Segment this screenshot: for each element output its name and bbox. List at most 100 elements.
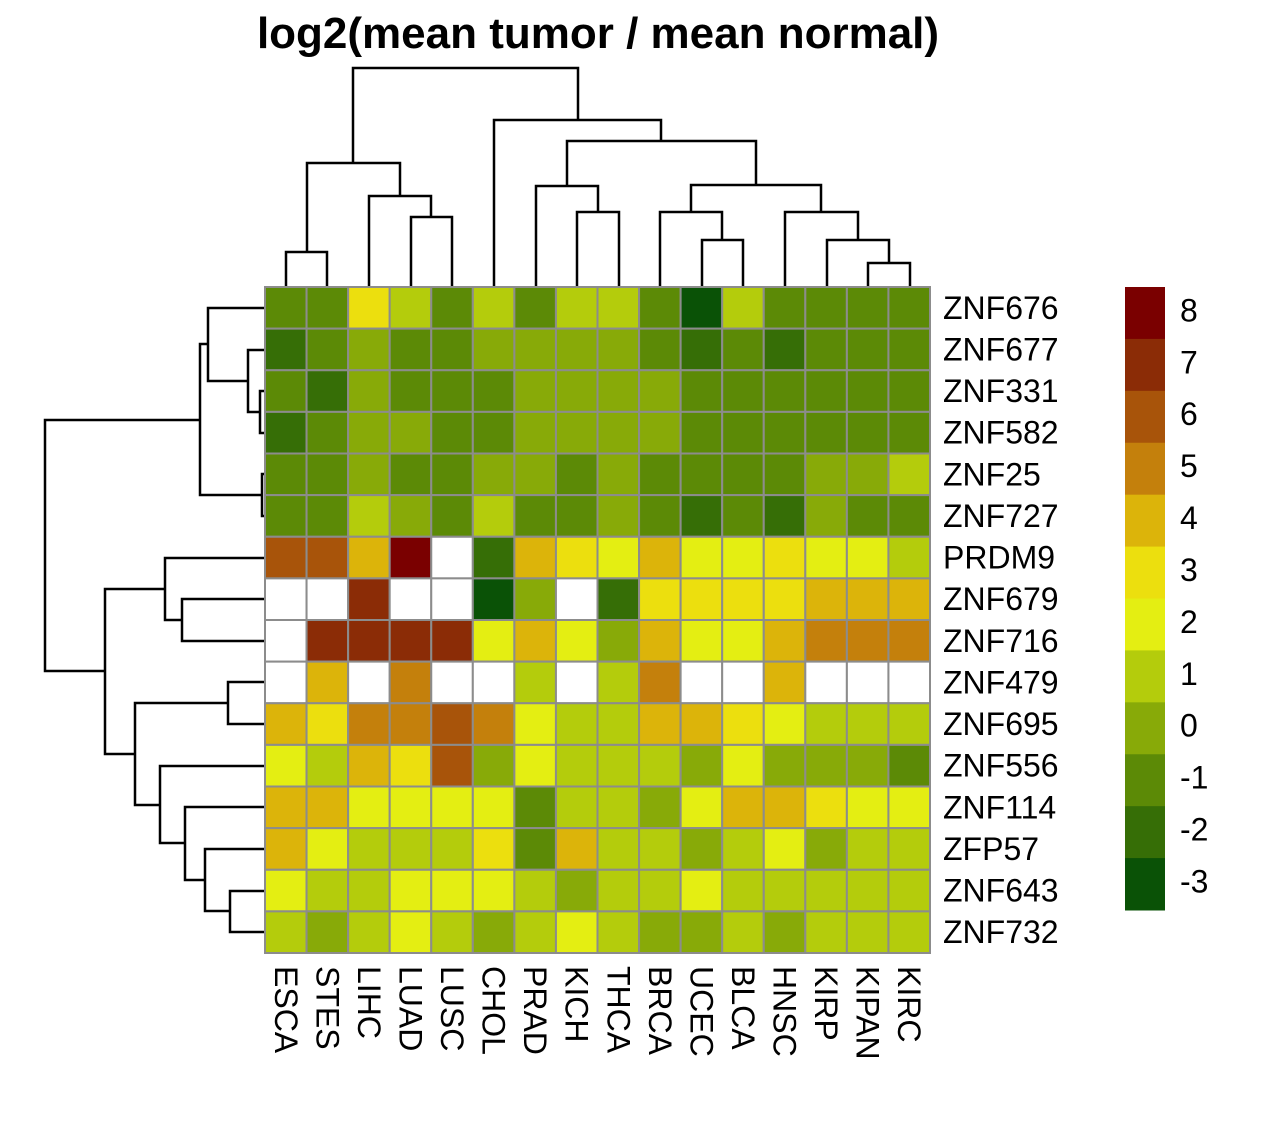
column-label: CHOL [476, 966, 512, 1055]
heat-cell [887, 785, 931, 830]
heat-cell [305, 660, 350, 705]
heat-cell [679, 369, 724, 413]
heat-cell [264, 535, 308, 580]
heat-cell [638, 410, 682, 455]
heat-cell [513, 702, 557, 746]
heat-cell [721, 327, 765, 372]
heat-cell [762, 868, 807, 913]
heat-cell [596, 827, 641, 871]
heat-cell [264, 660, 308, 705]
row-dendrogram-branch [133, 701, 228, 807]
heat-cell [679, 452, 724, 497]
heat-cell [430, 619, 474, 663]
heat-cell [264, 702, 308, 746]
heat-cell [596, 660, 641, 705]
column-dendrogram-branch [565, 139, 758, 186]
heat-cell [804, 327, 848, 372]
heat-cell [845, 577, 890, 621]
heat-cell [305, 785, 350, 830]
heat-cell [721, 452, 765, 497]
column-label: BRCA [642, 966, 678, 1056]
heat-cell [513, 577, 557, 621]
heat-cell [430, 702, 474, 746]
column-label: STES [309, 966, 345, 1050]
heat-cell [679, 286, 724, 330]
heat-cell [887, 910, 931, 954]
heat-cell [762, 910, 807, 954]
heat-cell [762, 494, 807, 538]
heat-cell [721, 660, 765, 705]
legend-label: 7 [1180, 344, 1198, 380]
heat-cell [347, 410, 391, 455]
heat-cell [596, 785, 641, 830]
heat-cell [430, 494, 474, 538]
heat-cell [596, 702, 641, 746]
heat-cell [638, 910, 682, 954]
legend-swatch [1125, 287, 1165, 340]
legend-label: 8 [1180, 292, 1198, 328]
heat-cell [513, 868, 557, 913]
heat-cell [845, 827, 890, 871]
heat-cell [887, 660, 931, 705]
heat-cell [887, 619, 931, 663]
heat-cell [305, 577, 350, 621]
heat-cell [679, 785, 724, 830]
column-label: PRAD [517, 966, 553, 1055]
heat-cell [638, 785, 682, 830]
heat-cell [471, 702, 516, 746]
heat-cell [554, 785, 599, 830]
column-dendrogram-branch [409, 215, 454, 287]
heat-cell [554, 619, 599, 663]
row-label: ZNF331 [943, 373, 1059, 409]
heat-cell [762, 452, 807, 497]
heat-cell [430, 577, 474, 621]
heat-cell [388, 619, 433, 663]
legend-label: 4 [1180, 500, 1198, 536]
column-dendrogram-branch [700, 238, 745, 287]
dendrogram [43, 66, 912, 934]
heat-cell [721, 577, 765, 621]
heat-cell [471, 619, 516, 663]
heat-cell [804, 452, 848, 497]
heat-cell [721, 743, 765, 788]
column-label: KIRP [808, 966, 844, 1041]
heat-cell [513, 910, 557, 954]
heat-cell [471, 577, 516, 621]
heat-cell [845, 535, 890, 580]
heat-cell [679, 619, 724, 663]
heat-cell [554, 410, 599, 455]
heat-cell [679, 743, 724, 788]
heat-cell [679, 827, 724, 871]
heat-cell [430, 827, 474, 871]
heat-cell [845, 910, 890, 954]
column-dendrogram-branch [305, 161, 402, 252]
row-label: ZNF114 [943, 789, 1056, 825]
row-label: ZNF556 [943, 748, 1059, 784]
heat-cell [264, 910, 308, 954]
heat-cell [804, 827, 848, 871]
heat-cell [804, 369, 848, 413]
row-dendrogram-branch [226, 680, 265, 726]
heat-cell [887, 452, 931, 497]
legend-swatch [1125, 494, 1165, 548]
heat-cell [804, 410, 848, 455]
column-dendrogram-branch [367, 194, 433, 287]
heat-cell [347, 785, 391, 830]
heat-cell [388, 743, 433, 788]
heat-cell [430, 910, 474, 954]
heat-cell [347, 702, 391, 746]
heat-cell [554, 743, 599, 788]
heat-cell [305, 827, 350, 871]
heat-cell [388, 910, 433, 954]
heat-cell [430, 369, 474, 413]
heat-cell [762, 743, 807, 788]
row-label: ZNF679 [943, 581, 1059, 617]
heat-cell [471, 286, 516, 330]
column-label: THCA [600, 966, 636, 1054]
row-label: ZNF25 [943, 456, 1041, 492]
column-dendrogram-branch [689, 183, 823, 212]
row-dendrogram-branch [180, 597, 265, 643]
heat-cell [471, 494, 516, 538]
heat-cell [388, 785, 433, 830]
